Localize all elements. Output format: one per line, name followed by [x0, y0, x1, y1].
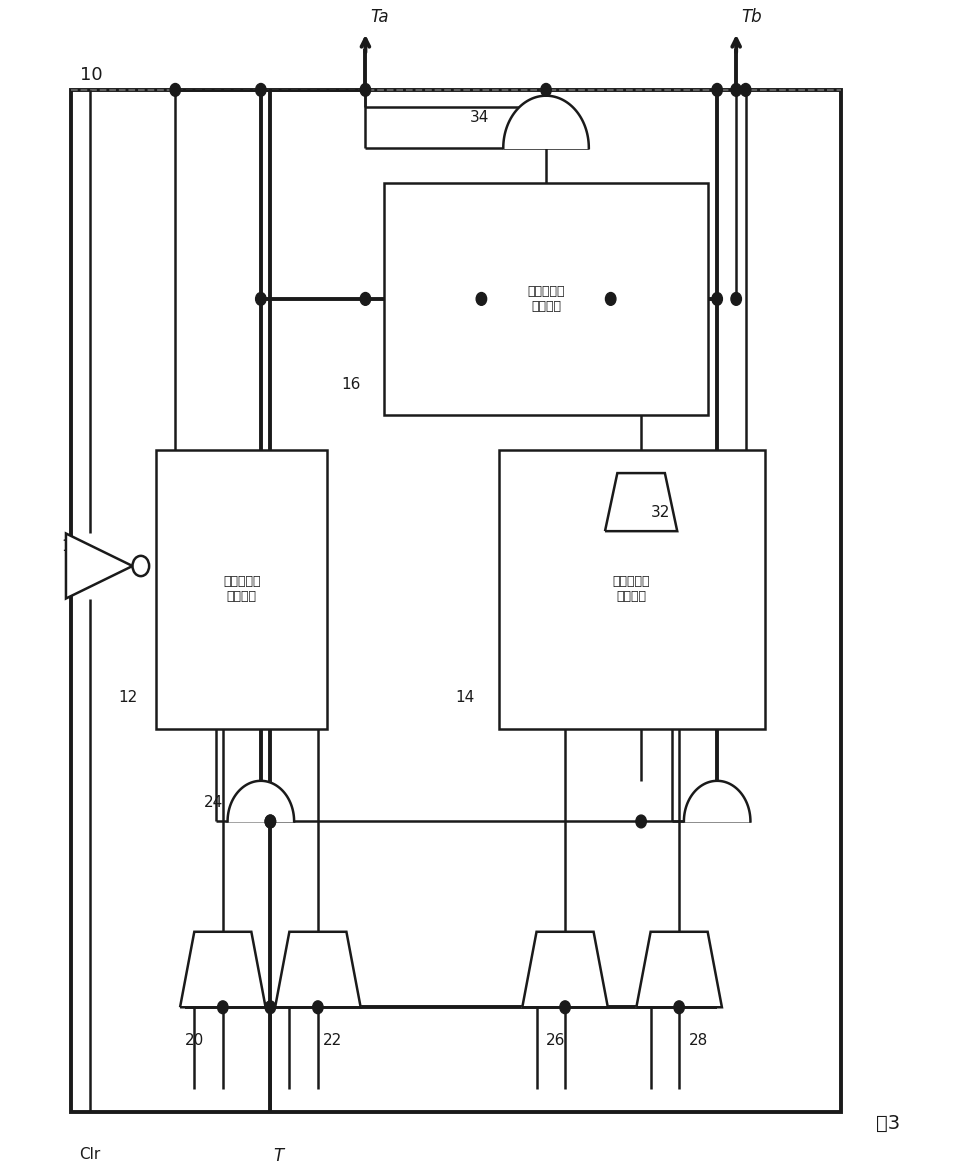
- Circle shape: [256, 292, 266, 305]
- Circle shape: [218, 1001, 228, 1013]
- Text: 16: 16: [341, 377, 361, 392]
- Bar: [499, 450, 764, 729]
- Text: 20: 20: [185, 1033, 204, 1048]
- Circle shape: [560, 1001, 571, 1013]
- Polygon shape: [523, 932, 608, 1007]
- Polygon shape: [684, 781, 751, 822]
- Text: 34: 34: [470, 109, 489, 124]
- Circle shape: [477, 292, 486, 305]
- Text: Ta: Ta: [370, 8, 388, 26]
- Polygon shape: [605, 473, 677, 531]
- Polygon shape: [180, 932, 266, 1007]
- Circle shape: [674, 1001, 685, 1013]
- Polygon shape: [66, 533, 132, 599]
- Polygon shape: [275, 932, 361, 1007]
- Circle shape: [712, 292, 722, 305]
- Circle shape: [265, 815, 275, 828]
- Text: 三地址可程
序化方块: 三地址可程 序化方块: [223, 575, 261, 603]
- Text: 28: 28: [689, 1033, 708, 1048]
- Circle shape: [361, 83, 370, 96]
- Bar: [385, 183, 708, 416]
- Circle shape: [256, 83, 266, 96]
- Text: 30: 30: [727, 795, 746, 810]
- Text: 图3: 图3: [877, 1114, 901, 1133]
- Text: 32: 32: [650, 505, 670, 520]
- Circle shape: [636, 815, 646, 828]
- Text: 10: 10: [81, 66, 103, 85]
- Text: 18: 18: [61, 539, 81, 554]
- Text: Clr: Clr: [79, 1147, 101, 1161]
- Text: Tb: Tb: [741, 8, 761, 26]
- Text: 12: 12: [118, 690, 137, 706]
- Text: 24: 24: [204, 795, 223, 810]
- Circle shape: [265, 1001, 275, 1013]
- Text: 三地址可程
序化方块: 三地址可程 序化方块: [613, 575, 650, 603]
- Text: 22: 22: [322, 1033, 342, 1048]
- Circle shape: [605, 292, 616, 305]
- Text: 三地址可程
序化方块: 三地址可程 序化方块: [527, 285, 565, 313]
- Circle shape: [731, 83, 741, 96]
- Text: 26: 26: [546, 1033, 566, 1048]
- Circle shape: [712, 83, 722, 96]
- Circle shape: [132, 555, 150, 576]
- Bar: [71, 90, 841, 1112]
- Circle shape: [361, 292, 370, 305]
- Text: T: T: [273, 1147, 283, 1165]
- Circle shape: [731, 292, 741, 305]
- Circle shape: [740, 83, 751, 96]
- Text: 14: 14: [456, 690, 475, 706]
- Polygon shape: [637, 932, 722, 1007]
- Circle shape: [265, 815, 275, 828]
- Circle shape: [170, 83, 180, 96]
- Circle shape: [541, 83, 551, 96]
- Polygon shape: [227, 781, 294, 822]
- Polygon shape: [503, 96, 589, 148]
- Circle shape: [313, 1001, 323, 1013]
- Bar: [156, 450, 327, 729]
